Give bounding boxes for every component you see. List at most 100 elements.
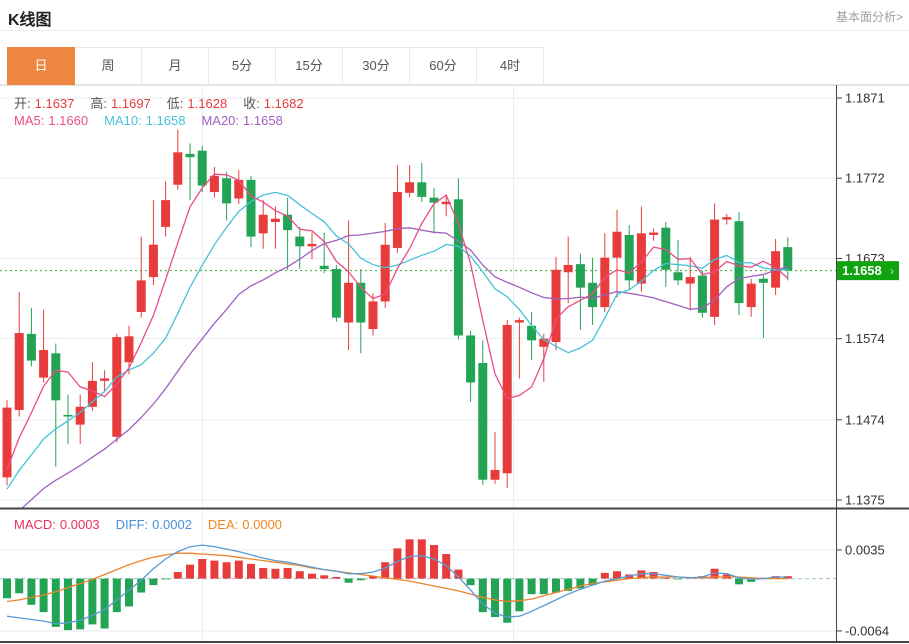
fundamental-analysis-link[interactable]: 基本面分析> — [835, 10, 903, 24]
tab-15分[interactable]: 15分 — [275, 47, 343, 85]
macd-bar — [308, 573, 316, 579]
candle-body — [551, 269, 561, 342]
candle-body — [588, 282, 598, 308]
macd-bar — [15, 578, 24, 594]
candle-body — [2, 407, 12, 478]
macd-bar — [613, 571, 621, 579]
current-price-value: 1.1658 — [842, 263, 882, 278]
macd-bar — [344, 578, 353, 583]
tab-月[interactable]: 月 — [141, 47, 209, 85]
axis-tick-label: 1.1375 — [845, 493, 885, 508]
candle-body — [87, 380, 97, 407]
candle-body — [234, 179, 244, 199]
macd-bar — [515, 578, 524, 612]
candle-body — [319, 265, 329, 270]
macd-bar — [112, 578, 121, 613]
candle-body — [173, 152, 183, 185]
candle-body — [429, 197, 439, 203]
macd-bar — [137, 578, 146, 593]
tab-日[interactable]: 日 — [7, 47, 75, 85]
macd-bar — [332, 576, 341, 579]
candle-body — [392, 192, 402, 248]
macd-bar — [430, 545, 438, 579]
macd-bar — [356, 578, 365, 581]
macd-bar — [186, 564, 194, 579]
candle-body — [746, 283, 756, 308]
tab-60分[interactable]: 60分 — [409, 47, 477, 85]
badge-arrow-icon: › — [890, 264, 894, 278]
candle-body — [697, 275, 707, 313]
macd-bar — [161, 578, 170, 580]
candle-body — [685, 277, 695, 284]
macd-bar — [369, 576, 377, 579]
macd-bar — [64, 578, 72, 631]
candle-body — [222, 178, 232, 204]
candle-body — [624, 234, 634, 281]
candle-body — [246, 179, 256, 237]
tab-5分[interactable]: 5分 — [208, 47, 276, 85]
axis-tick-label: -0.0064 — [845, 623, 889, 638]
candle-body — [600, 257, 610, 308]
candle-body — [197, 150, 207, 186]
candle-body — [295, 236, 305, 247]
macd-bar — [393, 548, 402, 579]
dea-line — [6, 552, 788, 603]
macd-bar — [576, 578, 585, 589]
macd-bar — [527, 578, 536, 595]
macd-bar — [503, 578, 512, 623]
candle-body — [209, 175, 219, 193]
macd-bar — [173, 572, 182, 579]
macd-bar — [88, 578, 97, 625]
macd-bar — [247, 563, 255, 579]
candle-body — [466, 335, 476, 383]
macd-bar — [295, 571, 304, 579]
macd-bar — [491, 578, 499, 618]
candle-body — [563, 264, 573, 273]
macd-bar — [125, 578, 133, 607]
macd-bar — [51, 578, 60, 627]
candle-body — [514, 320, 524, 323]
macd-bar — [674, 578, 682, 580]
axis-tick-label: 1.1772 — [845, 171, 885, 186]
candle-body — [51, 353, 61, 401]
macd-bar — [320, 575, 329, 579]
candle-body — [478, 363, 488, 480]
candle-body — [527, 325, 537, 341]
macd-bar — [710, 568, 719, 579]
candle-body — [331, 269, 341, 318]
ma10-line — [6, 191, 788, 490]
macd-bar — [735, 578, 743, 585]
candle-body — [161, 200, 171, 227]
candle-body — [368, 301, 378, 329]
tab-4时[interactable]: 4时 — [476, 47, 544, 85]
macd-bar — [259, 567, 268, 579]
macd-bar — [27, 578, 36, 605]
candle-body — [405, 182, 415, 193]
macd-bar — [149, 578, 158, 586]
macd-bar — [588, 578, 597, 586]
candles-layer — [2, 129, 793, 488]
macd-bar — [637, 570, 646, 579]
macd-layer — [3, 539, 792, 631]
candle-body — [148, 244, 158, 278]
macd-bar — [539, 578, 548, 595]
kline-chart-canvas[interactable]: 1.18711.17721.16731.15741.14741.13750.00… — [0, 84, 909, 644]
ma5-line — [6, 173, 789, 470]
macd-bar — [454, 569, 463, 579]
ma20-line — [21, 227, 788, 508]
candle-body — [453, 199, 463, 336]
candle-body — [136, 280, 146, 312]
macd-bar — [222, 562, 231, 579]
candle-body — [649, 232, 659, 235]
candle-body — [539, 338, 549, 347]
tab-30分[interactable]: 30分 — [342, 47, 410, 85]
candle-body — [490, 470, 500, 480]
macd-bar — [747, 578, 756, 582]
candle-body — [270, 218, 280, 223]
tab-周[interactable]: 周 — [74, 47, 142, 85]
candle-body — [783, 247, 793, 271]
diff-line — [6, 544, 788, 625]
macd-bar — [466, 578, 475, 586]
current-price-badge: 1.1658 › — [837, 261, 899, 281]
candle-body — [14, 333, 24, 411]
